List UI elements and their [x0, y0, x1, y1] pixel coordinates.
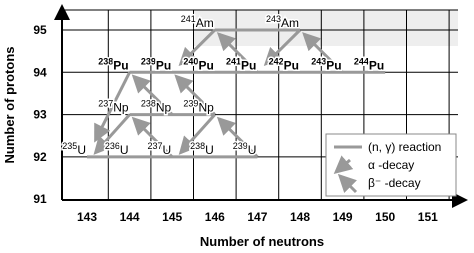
mass-number: 241	[181, 14, 196, 24]
legend-label: β⁻ -decay	[368, 176, 421, 190]
mass-number: 244	[354, 56, 369, 66]
mass-number: 239	[233, 141, 248, 151]
element-symbol: Pu	[113, 58, 128, 72]
mass-number: 239	[183, 99, 198, 109]
nuclide-label: 241Am	[181, 14, 214, 30]
legend-swatch	[337, 173, 358, 194]
y-tick-label: 91	[33, 192, 47, 206]
element-symbol: U	[163, 143, 172, 157]
mass-number: 238	[141, 99, 156, 109]
mass-number: 243	[266, 14, 281, 24]
x-tick-label: 146	[205, 210, 225, 224]
arrow	[94, 71, 131, 143]
y-tick-label: 92	[33, 150, 47, 164]
y-tick-label: 95	[33, 23, 47, 37]
element-symbol: Pu	[326, 58, 341, 72]
y-axis-title: Number of protons	[2, 47, 17, 164]
legend-swatch	[333, 155, 354, 174]
x-axis-title: Number of neutrons	[200, 234, 324, 249]
x-tick-label: 150	[375, 210, 395, 224]
x-tick-label: 144	[120, 210, 140, 224]
arrow	[263, 28, 302, 66]
arrow	[216, 116, 259, 158]
element-symbol: U	[205, 143, 214, 157]
element-symbol: Am	[281, 16, 299, 30]
nuclide-label: 239Pu	[141, 56, 171, 72]
arrow	[93, 113, 131, 155]
nuclide-label: 243Pu	[311, 56, 341, 72]
element-symbol: Np	[156, 101, 172, 115]
mass-number: 236	[105, 141, 120, 151]
mass-number: 239	[141, 56, 156, 66]
nuclide-label: 236U	[105, 141, 129, 157]
x-tick-label: 143	[77, 210, 97, 224]
y-tick-label: 93	[33, 108, 47, 122]
legend-label: α -decay	[368, 158, 414, 172]
nuclide-label: 244Pu	[354, 56, 384, 72]
nuclide-label: 238Pu	[98, 56, 128, 72]
mass-number: 237	[147, 141, 162, 151]
nuclide-label: 237Np	[98, 99, 129, 115]
nuclide-label: 240Pu	[183, 56, 213, 72]
arrow	[302, 32, 344, 74]
element-symbol: Pu	[369, 58, 384, 72]
arrows	[87, 28, 386, 159]
mass-number: 242	[269, 56, 284, 66]
nuclide-label: 238Np	[141, 99, 172, 115]
arrow	[178, 113, 216, 155]
element-symbol: Pu	[198, 58, 213, 72]
arrow	[178, 28, 216, 66]
arrow	[216, 32, 259, 74]
x-tick-label: 149	[333, 210, 353, 224]
legend-label: (n, γ) reaction	[368, 140, 441, 154]
arrow	[131, 74, 174, 116]
element-symbol: U	[77, 143, 86, 157]
mass-number: 238	[190, 141, 205, 151]
nuclide-label: 242Pu	[269, 56, 299, 72]
shade	[193, 10, 458, 46]
element-symbol: Am	[196, 16, 214, 30]
mass-number: 240	[183, 56, 198, 66]
element-symbol: U	[248, 143, 257, 157]
nuclide-label: 239U	[233, 141, 257, 157]
x-tick-label: 145	[162, 210, 182, 224]
mass-number: 237	[98, 99, 113, 109]
nuclide-label: 239Np	[183, 99, 214, 115]
mass-number: 238	[98, 56, 113, 66]
element-symbol: Pu	[241, 58, 256, 72]
element-symbol: Pu	[284, 58, 299, 72]
element-symbol: Pu	[156, 58, 171, 72]
x-tick-label: 148	[290, 210, 310, 224]
element-symbol: Np	[198, 101, 214, 115]
nuclide-label: 235U	[62, 141, 86, 157]
element-symbol: U	[120, 143, 129, 157]
nuclide-label: 237U	[147, 141, 171, 157]
nuclide-label: 241Pu	[226, 56, 256, 72]
y-tick-label: 94	[33, 65, 47, 79]
arrow	[174, 74, 216, 116]
x-tick-label: 147	[247, 210, 267, 224]
nuclide-label: 243Am	[266, 14, 299, 30]
x-tick-label: 151	[418, 210, 438, 224]
mass-number: 235	[62, 141, 77, 151]
mass-number: 243	[311, 56, 326, 66]
nuclide-label: 238U	[190, 141, 214, 157]
arrow	[131, 116, 174, 158]
element-symbol: Np	[113, 101, 129, 115]
mass-number: 241	[226, 56, 241, 66]
